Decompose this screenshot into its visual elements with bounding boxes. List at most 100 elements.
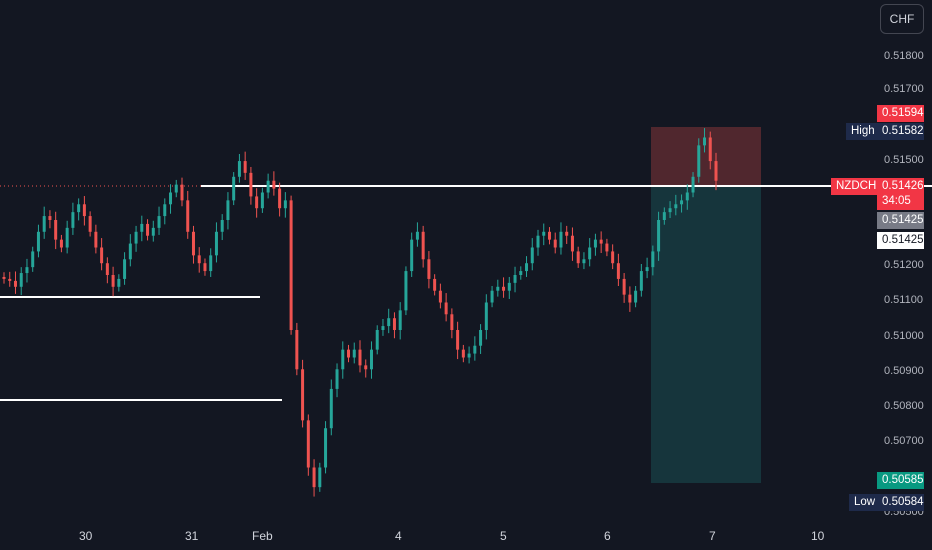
candle-body [54,220,58,240]
candle-body [289,200,293,330]
candle-body [444,302,448,315]
candle-body [622,278,626,295]
candle-body [329,388,333,429]
candle-body [369,349,373,370]
candle-body [65,227,69,248]
candle-body [266,180,270,193]
candle-body [358,349,362,366]
candle-body [19,273,23,287]
candle-body [128,243,132,260]
price-tick: 0.51500 [884,154,924,166]
candle-body [410,239,414,272]
stop-loss-zone[interactable] [651,127,761,185]
candle-body [209,255,213,272]
candle-body [352,349,356,358]
price-tick: 0.51700 [884,83,924,95]
candle-body [398,310,402,330]
candle-body [260,192,264,209]
candle-body [645,267,649,272]
candle-body [691,176,695,193]
candle-body [525,263,529,272]
price-tick: 0.51100 [884,294,923,306]
low-label: Low [849,494,877,511]
candle-body [8,278,12,281]
candle-body [387,318,391,327]
candle-body [559,231,563,248]
candle-body [576,251,580,264]
candle-body [169,192,173,205]
candle-body [59,239,63,248]
candle-body [203,263,207,272]
candle-body [341,349,345,370]
candle-body [582,259,586,264]
entry-price-tag: 0.51425 [877,212,924,229]
candle-body [685,192,689,201]
candle-body [375,330,379,350]
candle-body [651,251,655,268]
candle-body [697,145,701,177]
candle-body [42,216,46,232]
candle-body [364,365,368,370]
candle-body [255,196,259,209]
candle-body [450,314,454,330]
candle-body [708,137,712,162]
candle-body [674,204,678,209]
candle-body [100,247,104,264]
stop-price-tag: 0.51594 [877,105,924,122]
currency-button[interactable]: CHF [880,4,924,34]
candle-body [347,349,351,358]
take-profit-zone[interactable] [651,185,761,483]
candle-body [237,161,241,177]
candle-body [220,220,224,232]
candle-body [295,330,299,370]
time-tick: 5 [500,529,507,543]
candle-body [226,200,230,220]
candle-body [662,212,666,220]
candle-body [536,235,540,248]
candle-body [484,302,488,330]
high-label: High [846,123,877,140]
price-tick: 0.51200 [884,259,924,271]
time-axis: 30 31 Feb 4 5 6 7 10 [79,529,825,543]
candle-body [714,161,718,181]
candle-body [335,369,339,389]
candle-body [157,216,161,228]
candle-body [490,290,494,303]
candle-body [565,231,569,236]
candle-body [657,220,661,252]
price-tick: 0.51800 [884,50,924,62]
candle-body [25,267,29,274]
candle-body [301,369,305,421]
candle-body [48,216,52,220]
candle-body [530,247,534,264]
candle-body [180,184,184,201]
time-tick: 31 [185,529,199,543]
candle-body [421,231,425,260]
time-tick: Feb [252,529,273,543]
candle-body [232,176,236,201]
candle-body [593,239,597,248]
candle-body [588,247,592,260]
candle-body [71,212,75,228]
price-tick: 0.51000 [884,330,924,342]
candle-body [611,251,615,264]
time-tick: 30 [79,529,93,543]
time-tick: 4 [395,529,402,543]
candle-body [306,420,310,468]
candle-body [553,239,557,248]
candle-body [105,263,109,275]
candle-body [243,161,247,173]
candle-body [467,353,471,358]
candle-body [88,216,92,232]
candle-body [680,200,684,205]
candle-body [639,271,643,291]
candle-body [197,255,201,264]
candle-body [278,188,282,209]
candle-body [427,259,431,279]
candle-body [438,290,442,303]
bid-price-tag: 0.51425 [877,232,924,249]
candle-body [134,231,138,244]
candle-body [628,294,632,303]
candle-body [392,318,396,330]
